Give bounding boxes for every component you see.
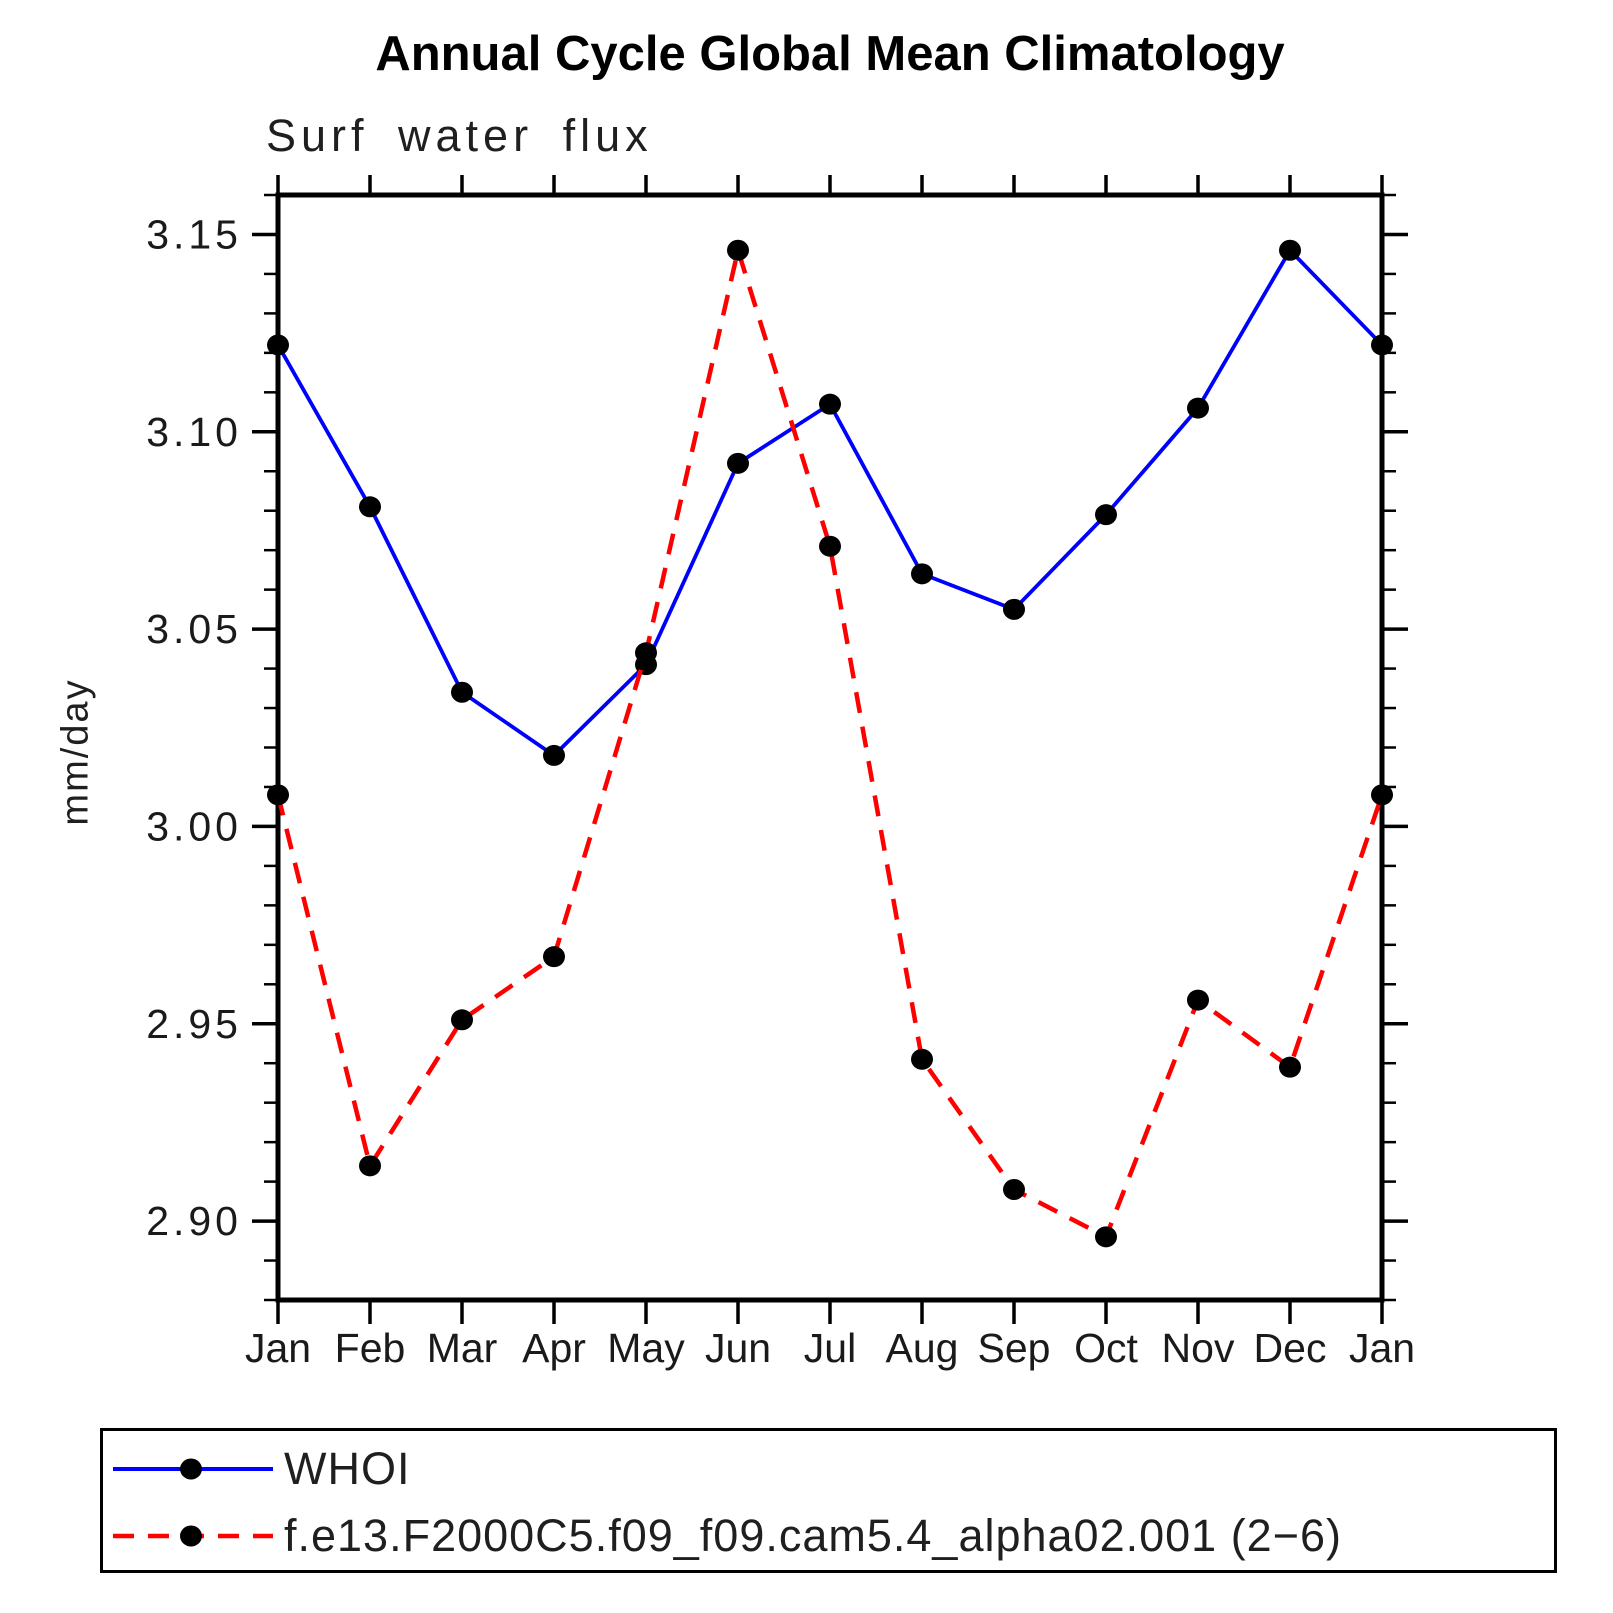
data-point (1187, 989, 1209, 1011)
x-tick-label: Jan (245, 1325, 311, 1371)
data-point (267, 334, 289, 356)
x-tick-label: Dec (1254, 1325, 1327, 1371)
data-point (451, 681, 473, 703)
data-point (543, 744, 565, 766)
data-point (727, 452, 749, 474)
legend-marker-dot (180, 1458, 202, 1480)
data-point (819, 393, 841, 415)
x-ticks (276, 175, 1384, 1324)
data-point (1187, 397, 1209, 419)
data-point (1003, 598, 1025, 620)
chart-subtitle: Surf water flux (266, 110, 653, 161)
x-tick-label: Jun (705, 1325, 771, 1371)
legend: WHOI f.e13.F2000C5.f09_f09.cam5.4_alpha0… (100, 1428, 1557, 1573)
y-tick-label: 2.95 (146, 1001, 242, 1047)
legend-label-whoi: WHOI (284, 1443, 411, 1494)
legend-marker-dot (180, 1525, 202, 1547)
y-tick-label: 3.10 (146, 409, 242, 455)
data-point (359, 496, 381, 518)
y-tick-label: 3.05 (146, 606, 242, 652)
data-point (911, 563, 933, 585)
legend-sample-solid (113, 1458, 273, 1480)
x-tick-label: Nov (1162, 1325, 1235, 1371)
x-tick-label: Jan (1349, 1325, 1415, 1371)
chart-title: Annual Cycle Global Mean Climatology (375, 27, 1285, 81)
legend-entry-model: f.e13.F2000C5.f09_f09.cam5.4_alpha02.001… (111, 1510, 1342, 1561)
data-point (451, 1009, 473, 1031)
legend-entry-whoi: WHOI (111, 1443, 410, 1494)
x-tick-label: Feb (335, 1325, 406, 1371)
data-point (543, 946, 565, 968)
data-point (1279, 1056, 1301, 1078)
data-point (911, 1048, 933, 1070)
data-point (635, 642, 657, 664)
x-tick-label: Aug (886, 1325, 959, 1371)
x-tick-label: Mar (427, 1325, 498, 1371)
x-tick-label: Sep (978, 1325, 1051, 1371)
series-line-0 (276, 247, 1384, 758)
data-point (1095, 1226, 1117, 1248)
data-point (1279, 239, 1301, 261)
data-point (819, 535, 841, 557)
legend-label-model: f.e13.F2000C5.f09_f09.cam5.4_alpha02.001… (284, 1510, 1342, 1561)
data-point (1003, 1179, 1025, 1200)
y-ticks (252, 193, 1408, 1302)
legend-sample-dashed (113, 1525, 273, 1547)
x-tick-label: Jul (804, 1325, 856, 1371)
y-tick-label: 2.90 (146, 1198, 242, 1244)
data-point (1371, 784, 1393, 806)
x-tick-label: May (607, 1325, 685, 1371)
data-point (359, 1155, 381, 1177)
x-tick-label: Oct (1074, 1325, 1138, 1371)
y-tick-label: 3.00 (146, 803, 242, 849)
y-tick-label: 3.15 (146, 211, 242, 257)
plot-frame (275, 192, 1385, 1303)
data-point (1095, 504, 1117, 526)
data-point (267, 784, 289, 806)
data-point (727, 239, 749, 261)
data-point (1371, 334, 1393, 356)
x-tick-label: Apr (522, 1325, 586, 1371)
